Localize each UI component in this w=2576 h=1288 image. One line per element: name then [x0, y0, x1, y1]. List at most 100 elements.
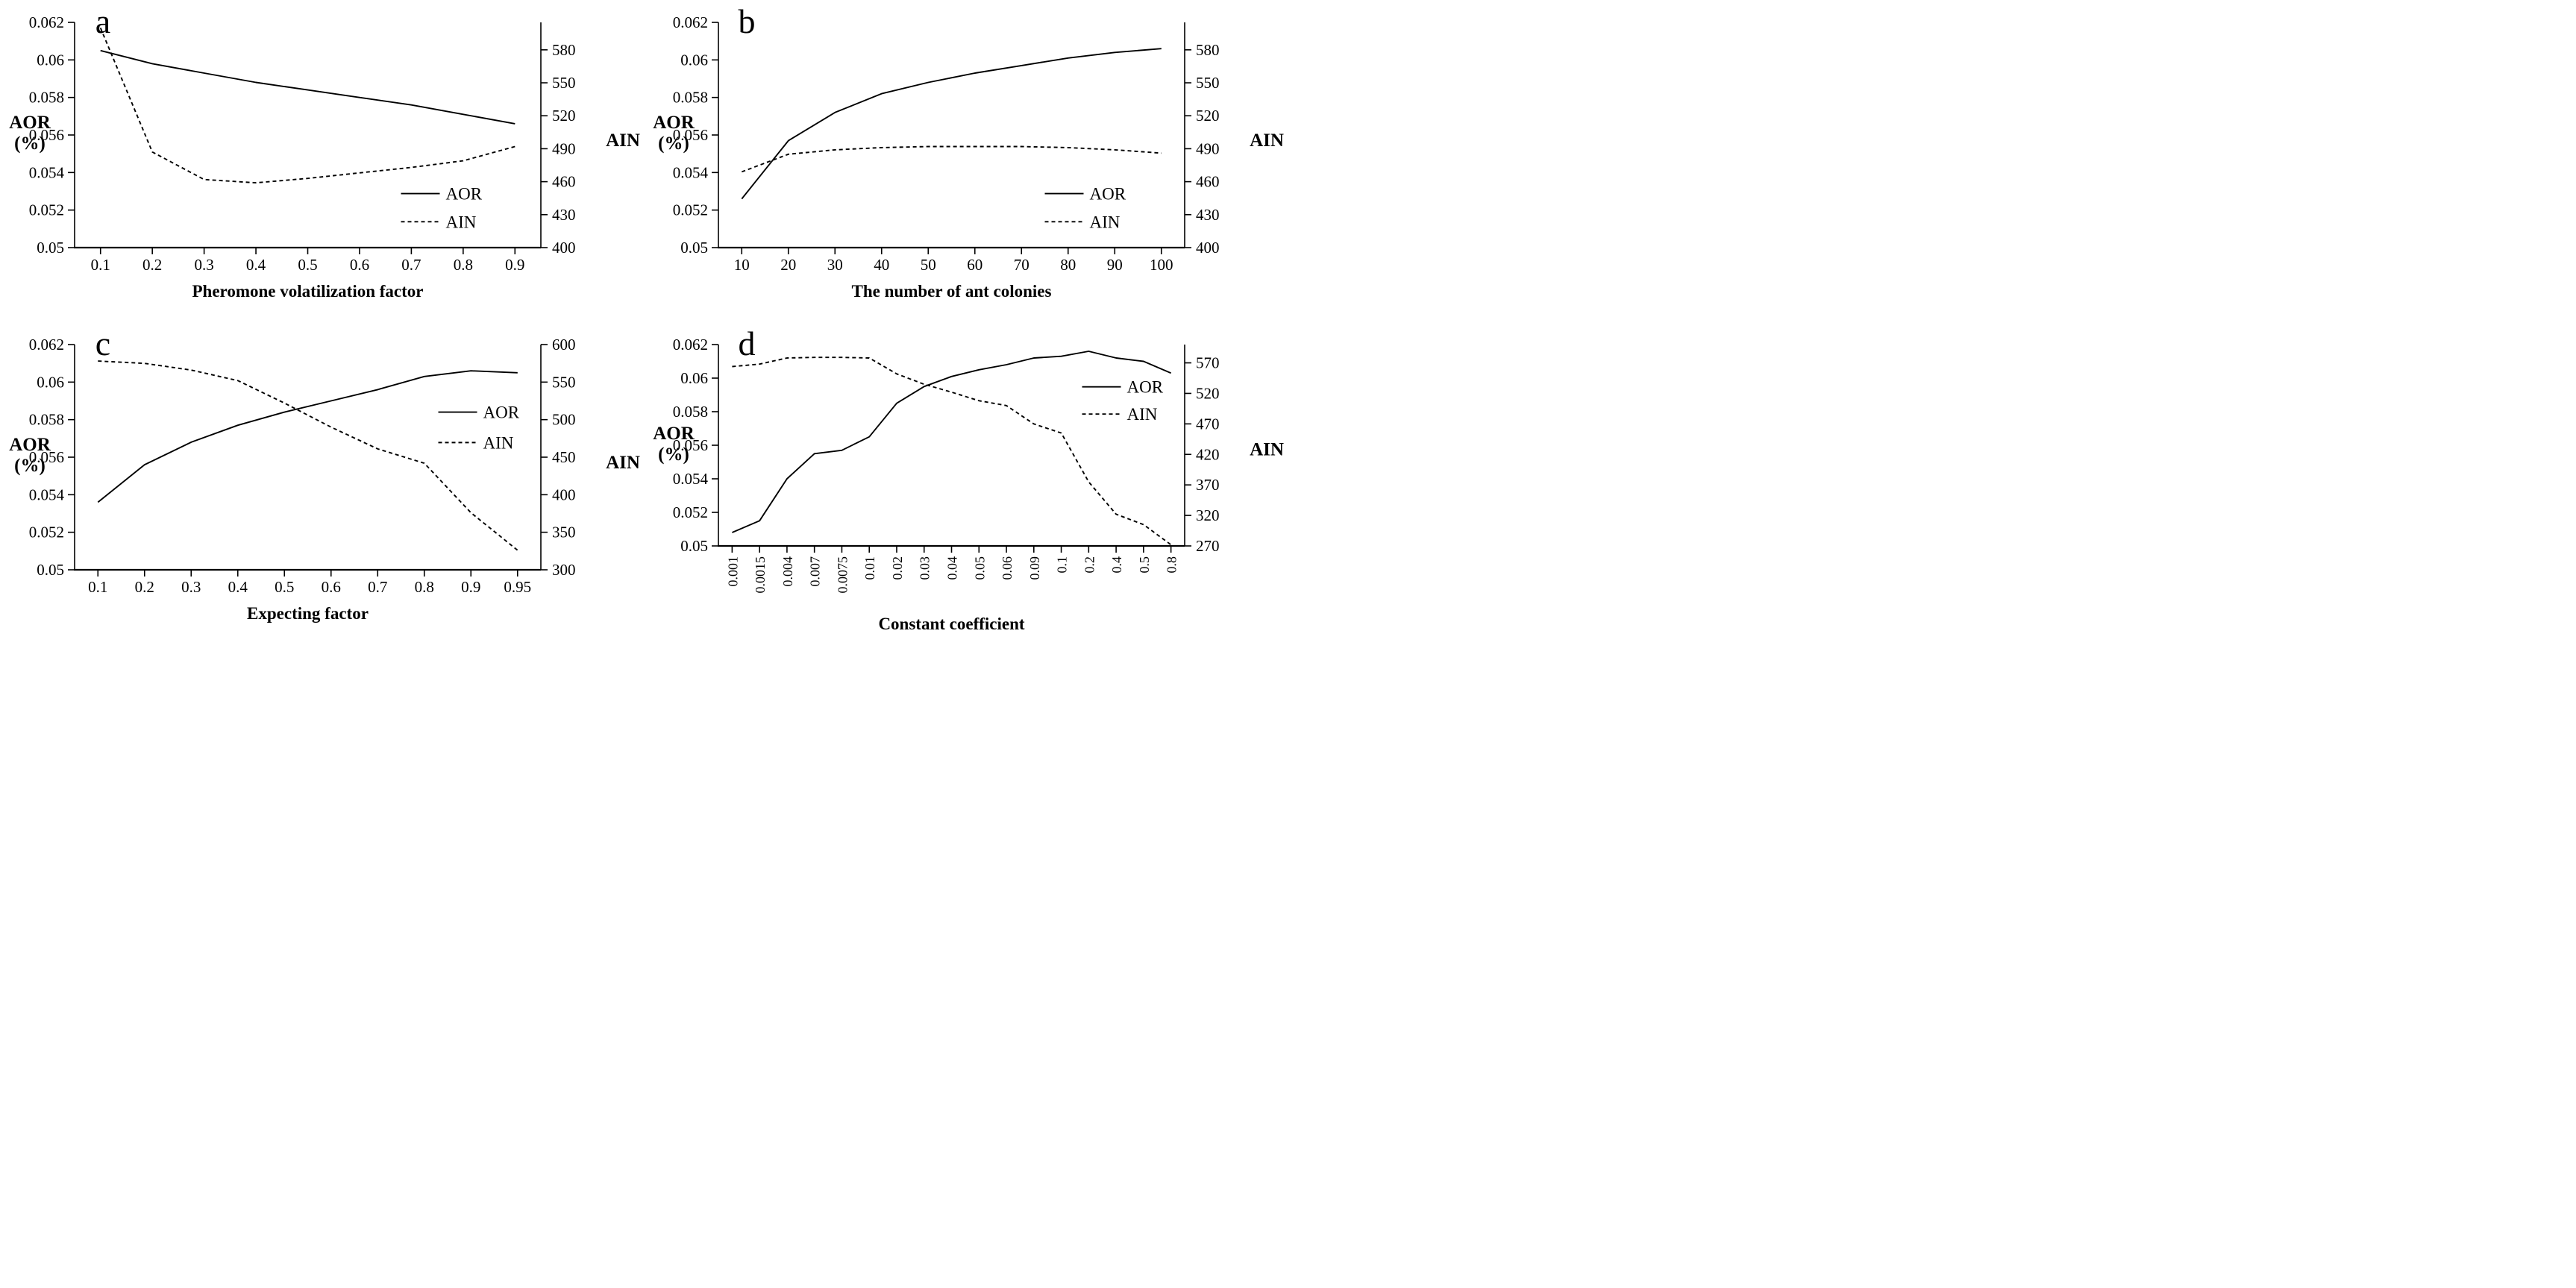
left-tick-label: 0.054: [673, 163, 709, 181]
right-tick-label: 420: [1196, 445, 1220, 463]
left-tick-label: 0.062: [29, 336, 64, 354]
left-axis-label: AOR: [653, 424, 695, 444]
right-tick-label: 450: [552, 448, 576, 466]
legend-aor-label: AOR: [446, 185, 483, 204]
x-tick-label: 70: [1014, 256, 1030, 274]
x-tick-label: 0.8: [415, 578, 434, 596]
x-tick-label: 0.9: [461, 578, 480, 596]
x-tick-label: 0.8: [1165, 556, 1179, 574]
right-tick-label: 350: [552, 524, 576, 541]
left-tick-label: 0.06: [37, 373, 64, 391]
ain-line: [741, 145, 1162, 173]
left-tick-label: 0.058: [673, 403, 708, 421]
right-tick-label: 600: [552, 336, 576, 354]
left-tick-label: 0.05: [37, 561, 64, 579]
x-tick-label: 0.5: [275, 578, 294, 596]
x-tick-label: 0.09: [1027, 556, 1042, 580]
left-axis-label: (%): [14, 133, 46, 154]
left-tick-label: 0.056: [673, 126, 708, 144]
x-tick-label: 0.4: [1109, 556, 1124, 574]
left-tick-label: 0.062: [673, 13, 708, 31]
left-tick-label: 0.062: [29, 13, 64, 31]
left-tick-label: 0.06: [37, 51, 64, 69]
x-tick-label: 0.2: [135, 578, 154, 596]
left-tick-label: 0.05: [680, 239, 708, 257]
left-tick-label: 0.05: [680, 537, 708, 555]
left-tick-label: 0.058: [673, 89, 708, 107]
left-tick-label: 0.054: [673, 470, 709, 488]
left-tick-label: 0.054: [29, 163, 65, 181]
left-axis-label: (%): [14, 456, 46, 476]
x-tick-label: 10: [734, 256, 750, 274]
panel-letter: c: [95, 324, 110, 362]
right-tick-label: 550: [552, 373, 576, 391]
right-tick-label: 570: [1196, 354, 1220, 372]
x-tick-label: 0.05: [972, 556, 987, 580]
left-axis-label: AOR: [9, 113, 51, 133]
left-tick-label: 0.06: [680, 51, 708, 69]
aor-line: [741, 48, 1162, 200]
x-tick-label: 0.3: [181, 578, 201, 596]
left-axis-label: AOR: [653, 113, 695, 133]
x-tick-label: 90: [1107, 256, 1123, 274]
left-tick-label: 0.054: [29, 486, 65, 503]
left-tick-label: 0.056: [29, 126, 64, 144]
panel-letter: b: [739, 2, 756, 40]
right-axis-label: AIN: [606, 131, 640, 151]
right-tick-label: 270: [1196, 537, 1220, 555]
left-tick-label: 0.06: [680, 369, 708, 387]
right-tick-label: 320: [1196, 506, 1220, 524]
left-axis-label: (%): [658, 444, 689, 465]
x-tick-label: 0.001: [725, 556, 740, 587]
x-tick-label: 0.7: [368, 578, 387, 596]
x-tick-label: 0.3: [194, 256, 213, 274]
ain-line: [98, 360, 518, 551]
x-tick-label: 30: [827, 256, 843, 274]
x-tick-label: 0.9: [505, 256, 524, 274]
right-tick-label: 580: [552, 41, 576, 59]
left-axis-label: AOR: [9, 435, 51, 455]
x-tick-label: 0.04: [945, 556, 960, 580]
x-tick-label: 60: [967, 256, 983, 274]
x-tick-label: 0.95: [504, 578, 531, 596]
x-tick-label: 40: [874, 256, 889, 274]
x-tick-label: 0.007: [808, 556, 823, 587]
x-tick-label: 0.4: [228, 578, 248, 596]
x-tick-label: 50: [921, 256, 936, 274]
legend-ain-label: AIN: [483, 433, 514, 452]
ain-line: [99, 28, 515, 184]
legend-aor-label: AOR: [483, 403, 520, 422]
panel-d: 0.062 0.06 0.058 0.056 0.054 0.052 0.05 570 520 4…: [644, 322, 1288, 644]
right-tick-label: 430: [1196, 206, 1220, 224]
aor-line: [100, 49, 515, 125]
x-tick-label: 100: [1150, 256, 1173, 274]
right-tick-label: 460: [1196, 173, 1220, 191]
right-tick-label: 460: [552, 173, 576, 191]
left-tick-label: 0.058: [29, 411, 64, 429]
right-axis-label: AIN: [606, 453, 640, 473]
x-tick-label: 0.6: [350, 256, 369, 274]
right-tick-label: 520: [1196, 384, 1220, 402]
x-tick-label: 0.2: [142, 256, 162, 274]
x-tick-label: 0.01: [862, 556, 877, 580]
right-axis-label: AIN: [1250, 131, 1284, 151]
right-tick-label: 300: [552, 561, 576, 579]
left-tick-label: 0.052: [673, 201, 708, 219]
x-tick-label: 0.02: [890, 556, 905, 580]
legend-aor-label: AOR: [1090, 185, 1126, 204]
x-tick-label: 0.1: [1055, 556, 1070, 574]
right-tick-label: 370: [1196, 476, 1220, 494]
x-tick-label: 0.7: [401, 256, 421, 274]
left-axis-label: (%): [658, 133, 689, 154]
x-tick-label: 0.1: [91, 256, 110, 274]
x-tick-label: 20: [780, 256, 796, 274]
panel-b: 0.062 0.06 0.058 0.056 0.054 0.052 0.05 580 550 5…: [644, 0, 1288, 322]
x-tick-label: 0.0015: [753, 556, 768, 594]
right-tick-label: 550: [1196, 74, 1220, 92]
legend-ain-label: AIN: [1127, 405, 1158, 424]
right-tick-label: 550: [552, 74, 576, 92]
x-tick-label: 80: [1060, 256, 1076, 274]
right-tick-label: 430: [552, 206, 576, 224]
left-tick-label: 0.056: [29, 448, 64, 466]
chart-panel-c: 0.062 0.06 0.058 0.056 0.054 0.052 0.05 600 550 5…: [9, 324, 640, 623]
